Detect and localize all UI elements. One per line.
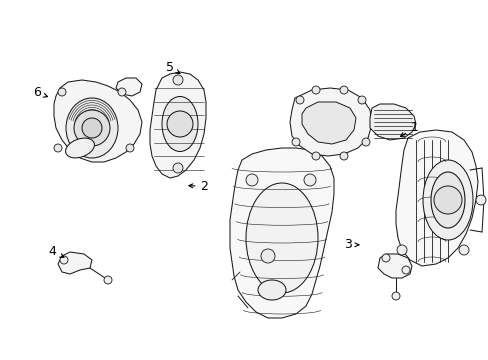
- Text: 3: 3: [344, 238, 358, 251]
- Polygon shape: [369, 104, 415, 140]
- Text: 6: 6: [33, 86, 47, 99]
- Circle shape: [60, 256, 68, 264]
- Text: 4: 4: [49, 245, 64, 258]
- Circle shape: [401, 266, 409, 274]
- Circle shape: [261, 249, 274, 263]
- Polygon shape: [150, 72, 205, 178]
- Circle shape: [82, 118, 102, 138]
- Circle shape: [304, 174, 315, 186]
- Circle shape: [291, 138, 299, 146]
- Polygon shape: [289, 88, 371, 156]
- Polygon shape: [395, 130, 477, 266]
- Circle shape: [357, 96, 365, 104]
- Circle shape: [361, 138, 369, 146]
- Circle shape: [118, 88, 126, 96]
- Circle shape: [339, 152, 347, 160]
- Circle shape: [311, 86, 319, 94]
- Ellipse shape: [430, 172, 464, 228]
- Circle shape: [74, 110, 110, 146]
- Circle shape: [295, 96, 304, 104]
- Circle shape: [339, 86, 347, 94]
- Circle shape: [391, 292, 399, 300]
- Polygon shape: [54, 80, 142, 162]
- Circle shape: [126, 144, 134, 152]
- Ellipse shape: [422, 160, 472, 240]
- Text: 1: 1: [400, 121, 418, 136]
- Circle shape: [475, 195, 485, 205]
- Polygon shape: [58, 252, 92, 274]
- Polygon shape: [116, 78, 142, 96]
- Circle shape: [167, 111, 193, 137]
- Ellipse shape: [245, 183, 317, 293]
- Circle shape: [433, 186, 461, 214]
- Text: 2: 2: [188, 180, 208, 193]
- Text: 5: 5: [166, 61, 180, 74]
- Circle shape: [54, 144, 62, 152]
- Ellipse shape: [66, 98, 118, 158]
- Circle shape: [173, 75, 183, 85]
- Circle shape: [311, 152, 319, 160]
- Circle shape: [458, 245, 468, 255]
- Ellipse shape: [162, 96, 198, 152]
- Circle shape: [396, 245, 406, 255]
- Ellipse shape: [258, 280, 285, 300]
- Circle shape: [173, 163, 183, 173]
- Circle shape: [381, 254, 389, 262]
- Polygon shape: [229, 148, 333, 318]
- Circle shape: [58, 88, 66, 96]
- Polygon shape: [302, 102, 355, 144]
- Circle shape: [104, 276, 112, 284]
- Circle shape: [245, 174, 258, 186]
- Ellipse shape: [65, 138, 94, 158]
- Polygon shape: [377, 254, 411, 278]
